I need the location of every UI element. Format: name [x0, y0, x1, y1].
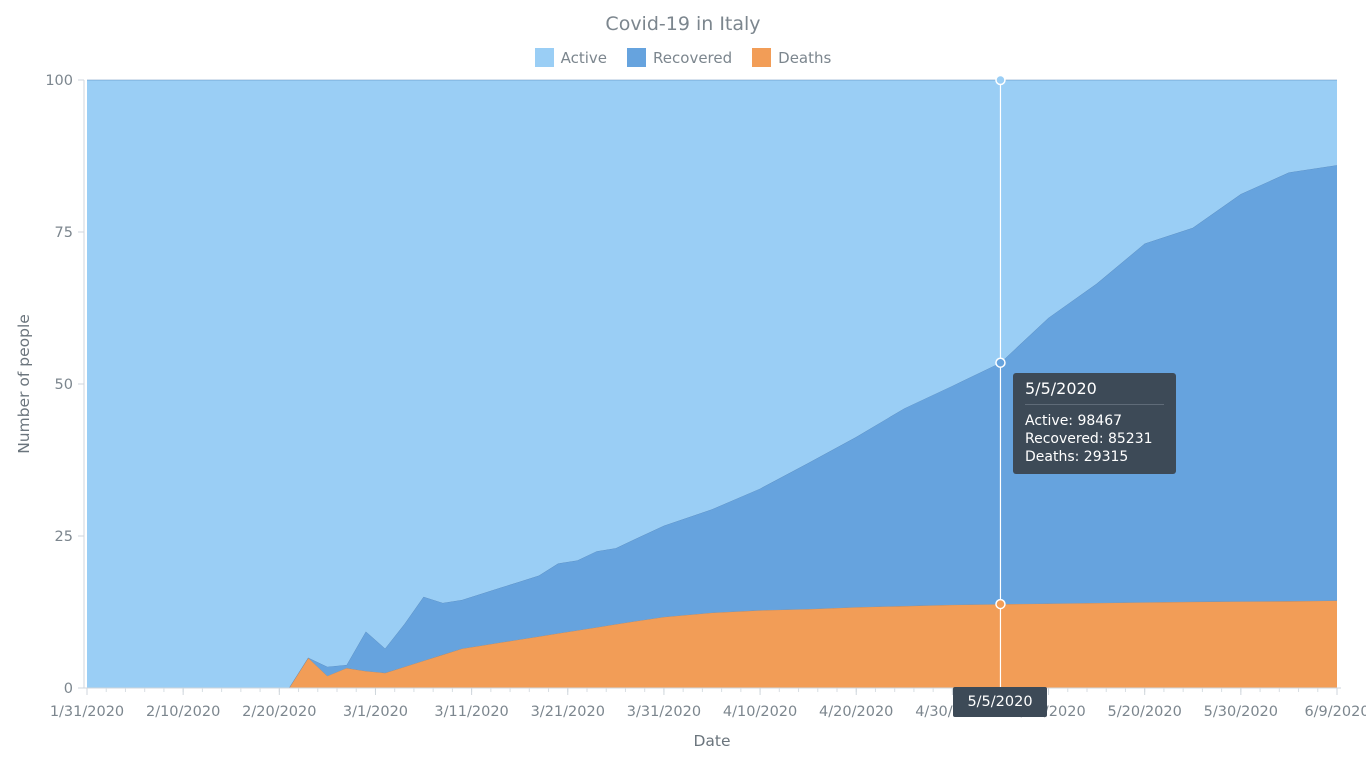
y-tick-label: 0 [64, 681, 73, 697]
x-tick-label: 2/20/2020 [242, 704, 316, 720]
y-tick-label: 50 [55, 377, 73, 393]
x-tick-label: 3/31/2020 [627, 704, 701, 720]
crosshair-marker-deaths [995, 598, 1006, 610]
x-tick-label: 1/31/2020 [50, 704, 124, 720]
x-tick-label: 4/20/2020 [819, 704, 893, 720]
y-tick-label: 25 [55, 529, 73, 545]
tooltip-title: 5/5/2020 [1025, 379, 1164, 405]
legend-swatch-deaths [752, 48, 772, 67]
x-axis-title: Date [693, 732, 730, 750]
legend-swatch-active [534, 48, 554, 67]
x-tick-label: 3/11/2020 [434, 704, 508, 720]
x-tick-label: 3/1/2020 [343, 704, 408, 720]
tooltip-row-active: Active: 98467 [1025, 413, 1123, 429]
x-tick-label: 5/30/2020 [1204, 704, 1278, 720]
legend-item-deaths[interactable]: Deaths [752, 48, 831, 67]
x-tick-label: 3/21/2020 [531, 704, 605, 720]
area-active [87, 80, 1337, 688]
legend-item-active[interactable]: Active [534, 48, 608, 67]
crosshair [995, 74, 1006, 688]
x-tick-label: 6/9/2020 [1304, 704, 1366, 720]
legend-label-recovered: Recovered [653, 48, 733, 67]
legend-label-active: Active [560, 48, 608, 67]
legend: Active Recovered Deaths [0, 48, 1366, 67]
legend-swatch-recovered [627, 48, 647, 67]
x-tick-label: 5/20/2020 [1108, 704, 1182, 720]
legend-item-recovered[interactable]: Recovered [627, 48, 732, 67]
legend-label-deaths: Deaths [778, 48, 832, 67]
tooltip-row-deaths: Deaths: 29315 [1025, 449, 1129, 465]
crosshair-x-label: 5/5/2020 [953, 687, 1047, 717]
y-tick-label: 100 [45, 73, 73, 89]
y-tick-label: 75 [55, 225, 73, 241]
area-layer [87, 79, 1338, 689]
area-deaths [87, 600, 1337, 688]
chart-title: Covid-19 in Italy [605, 13, 761, 35]
y-axis-title: Number of people [15, 314, 33, 454]
tooltip: 5/5/2020 Active: 98467 Recovered: 85231 … [1013, 373, 1176, 474]
x-tick-label: 2/10/2020 [146, 704, 220, 720]
tooltip-row-recovered: Recovered: 85231 [1025, 431, 1153, 447]
crosshair-marker-active [995, 74, 1006, 86]
crosshair-marker-recovered [995, 357, 1006, 368]
area-recovered [87, 165, 1337, 688]
x-tick-label: 4/10/2020 [723, 704, 797, 720]
